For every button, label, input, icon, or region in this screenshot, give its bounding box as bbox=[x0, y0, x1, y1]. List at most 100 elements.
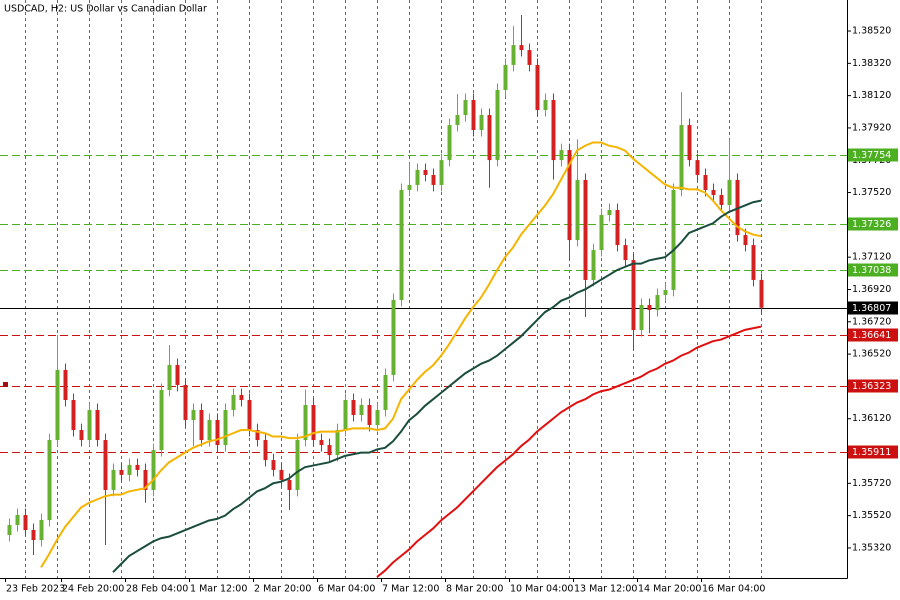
candle-body bbox=[487, 115, 492, 161]
last-price-box bbox=[848, 301, 898, 315]
candle-body bbox=[103, 440, 108, 490]
candle-body bbox=[383, 374, 388, 410]
candle-body bbox=[167, 364, 172, 390]
x-tick-label: 14 Mar 20:00 bbox=[638, 584, 701, 595]
candle-body bbox=[527, 50, 532, 65]
candle-body bbox=[255, 430, 260, 441]
moving-average-line bbox=[376, 325, 762, 578]
candle-body bbox=[639, 304, 644, 331]
y-tick-label: 1.37920 bbox=[852, 122, 891, 133]
lines-layer bbox=[40, 141, 762, 578]
candle-body bbox=[199, 409, 204, 441]
y-tick-label: 1.37520 bbox=[852, 187, 891, 198]
candle-body bbox=[87, 409, 92, 441]
candle-body bbox=[95, 409, 100, 441]
y-tick-label: 1.38120 bbox=[852, 90, 891, 101]
candle-body bbox=[663, 289, 668, 295]
candle-body bbox=[287, 479, 292, 490]
candle-body bbox=[655, 294, 660, 311]
candle-body bbox=[111, 469, 116, 490]
candle-body bbox=[559, 150, 564, 161]
y-tick-label: 1.35720 bbox=[852, 478, 891, 489]
candle-body bbox=[447, 125, 452, 161]
candle-body bbox=[607, 210, 612, 216]
candle-body bbox=[63, 369, 68, 400]
y-tick-label: 1.37120 bbox=[852, 252, 891, 263]
y-tick-label: 1.35320 bbox=[852, 542, 891, 553]
x-tick-label: 7 Mar 12:00 bbox=[382, 584, 439, 595]
candle-body bbox=[367, 404, 372, 426]
candle-body bbox=[647, 304, 652, 311]
x-tick-label: 2 Mar 20:00 bbox=[254, 584, 311, 595]
candle-body bbox=[247, 399, 252, 431]
candle-body bbox=[351, 399, 356, 416]
candle-body bbox=[631, 260, 636, 331]
candle-body bbox=[455, 115, 460, 126]
candle-body bbox=[543, 99, 548, 111]
candle-body bbox=[71, 399, 76, 431]
level-label-box bbox=[848, 148, 898, 162]
level-label-box bbox=[848, 263, 898, 277]
y-tick-label: 1.36720 bbox=[852, 316, 891, 327]
grid-layer bbox=[25, 0, 762, 578]
level-label-box bbox=[848, 379, 898, 393]
candle-body bbox=[695, 160, 700, 175]
candle-body bbox=[151, 450, 156, 490]
candle-body bbox=[599, 215, 604, 251]
y-tick-label: 1.36120 bbox=[852, 413, 891, 424]
last-price-label: 1.36807 bbox=[852, 303, 891, 314]
candle-body bbox=[327, 445, 332, 456]
chart-title: USDCAD, H2: US Dollar vs Canadian Dollar bbox=[4, 4, 207, 15]
levels-layer bbox=[0, 155, 847, 453]
candle-body bbox=[727, 179, 732, 205]
x-tick-label: 10 Mar 04:00 bbox=[510, 584, 573, 595]
candle-body bbox=[703, 174, 708, 190]
x-tick-label: 24 Feb 20:00 bbox=[62, 584, 124, 595]
candle-body bbox=[519, 45, 524, 51]
level-label-box bbox=[848, 217, 898, 231]
candle-body bbox=[55, 369, 60, 441]
candle-body bbox=[23, 514, 28, 531]
candle-body bbox=[431, 174, 436, 185]
candle-body bbox=[615, 210, 620, 246]
y-tick-label: 1.36920 bbox=[852, 284, 891, 295]
candle-body bbox=[231, 394, 236, 410]
marker bbox=[3, 382, 8, 387]
candle-body bbox=[175, 364, 180, 385]
candle-body bbox=[79, 430, 84, 441]
y-tick-label: 1.36520 bbox=[852, 349, 891, 360]
candle-body bbox=[503, 64, 508, 90]
candle-body bbox=[575, 179, 580, 241]
candle-body bbox=[399, 189, 404, 300]
candle-body bbox=[127, 464, 132, 475]
candle-body bbox=[31, 530, 36, 541]
candle-body bbox=[263, 440, 268, 461]
candles-layer bbox=[7, 15, 764, 556]
candle-body bbox=[135, 464, 140, 470]
candle-body bbox=[759, 279, 764, 308]
candle-body bbox=[119, 469, 124, 475]
candle-body bbox=[295, 440, 300, 490]
x-tick-label: 6 Mar 04:00 bbox=[318, 584, 375, 595]
moving-average-line bbox=[40, 141, 762, 568]
candle-body bbox=[311, 404, 316, 441]
candle-body bbox=[303, 404, 308, 441]
candle-body bbox=[159, 389, 164, 451]
y-tick-label: 1.38520 bbox=[852, 26, 891, 37]
candle-body bbox=[423, 169, 428, 175]
x-tick-label: 8 Mar 20:00 bbox=[446, 584, 503, 595]
candle-body bbox=[215, 420, 220, 446]
y-tick-label: 1.38320 bbox=[852, 58, 891, 69]
candle-body bbox=[15, 514, 20, 526]
candle-body bbox=[687, 125, 692, 161]
candle-body bbox=[671, 189, 676, 290]
candle-body bbox=[679, 125, 684, 190]
candle-body bbox=[7, 525, 12, 536]
candle-body bbox=[223, 409, 228, 446]
level-label: 1.35911 bbox=[852, 447, 891, 458]
candle-body bbox=[743, 235, 748, 246]
y-tick-label: 1.35520 bbox=[852, 510, 891, 521]
candle-body bbox=[191, 409, 196, 421]
